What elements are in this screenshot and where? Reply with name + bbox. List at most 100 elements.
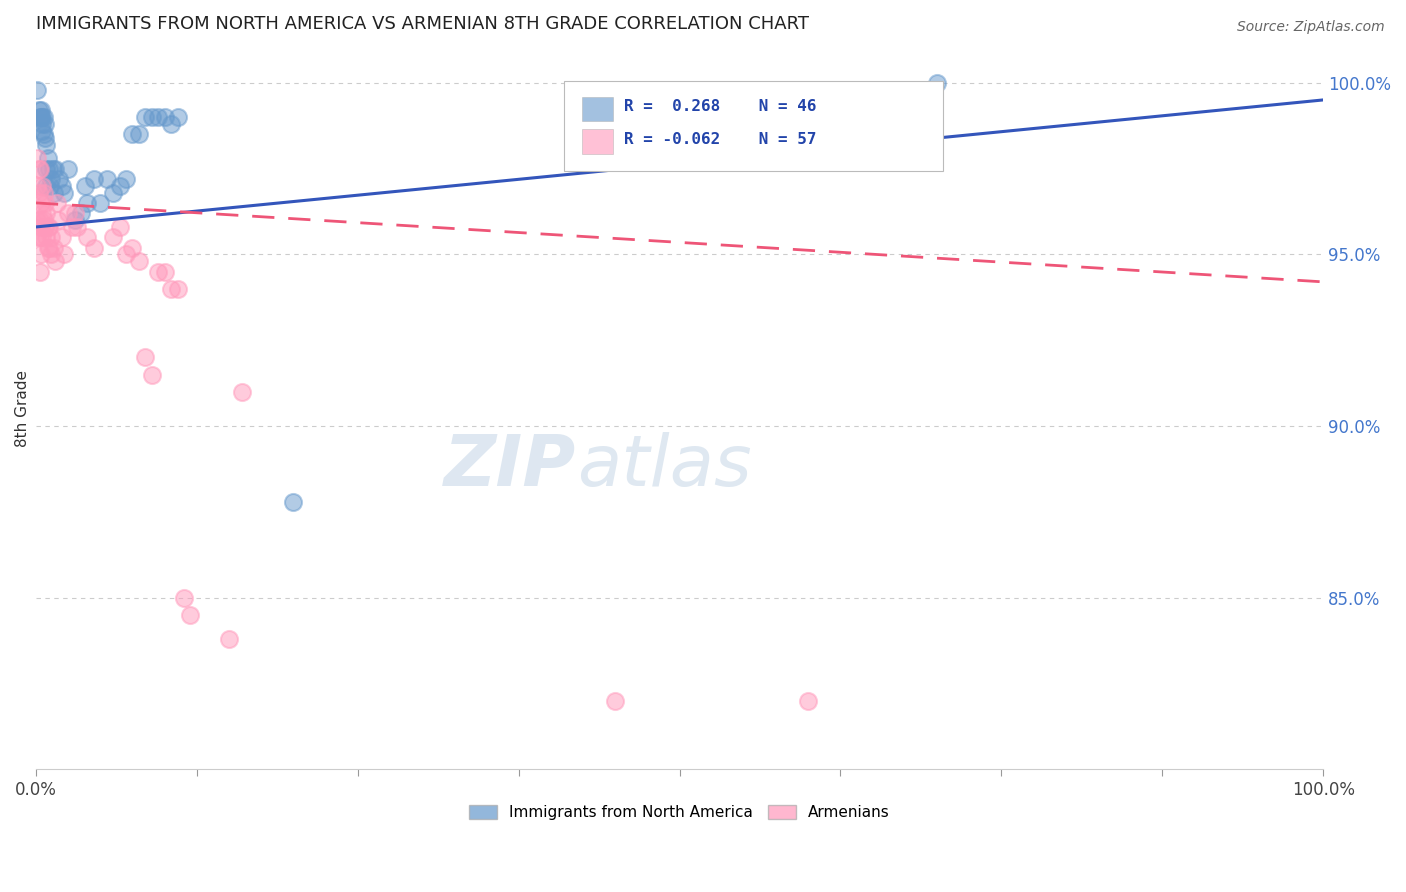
Point (31, 206, 53, 220)
Point (25, 178, 48, 193)
Point (101, 230, 124, 244)
Point (51, 230, 73, 244)
Text: atlas: atlas (576, 432, 751, 501)
Point (76, 230, 98, 244)
Point (31, 117, 53, 131)
Point (38, 219, 60, 234)
Point (121, 241, 143, 255)
Point (25, 82, 48, 96)
Point (44, 161, 66, 176)
Point (173, 591, 195, 605)
Point (31, 124, 53, 138)
Point (28, 213, 51, 227)
Point (148, 110, 170, 124)
Point (34, 219, 56, 234)
Point (63, 206, 86, 220)
Point (37, 151, 59, 165)
Point (134, 110, 156, 124)
Point (42, 241, 65, 255)
Point (166, 110, 188, 124)
Point (83, 241, 105, 255)
Point (30, 247, 52, 261)
Point (148, 264, 170, 278)
Point (32, 128, 55, 142)
Point (30, 219, 52, 234)
Point (44, 254, 66, 268)
Point (53, 247, 76, 261)
Point (925, 76, 948, 90)
Point (66, 219, 89, 234)
Point (89, 195, 111, 210)
Point (41, 161, 63, 176)
FancyBboxPatch shape (564, 81, 943, 171)
Point (56, 161, 79, 176)
Point (41, 172, 63, 186)
Y-axis label: 8th Grade: 8th Grade (15, 370, 31, 448)
Point (46, 213, 69, 227)
Point (34, 195, 56, 210)
Point (31, 230, 53, 244)
Point (121, 128, 143, 142)
Point (605, 693, 627, 707)
FancyBboxPatch shape (582, 96, 613, 121)
Point (32, 213, 55, 227)
Point (42, 186, 65, 200)
Point (45, 195, 67, 210)
Point (231, 384, 253, 399)
Point (28, 161, 51, 176)
Point (37, 241, 59, 255)
Point (38, 241, 60, 255)
Point (166, 282, 188, 296)
Point (53, 186, 76, 200)
Legend: Immigrants from North America, Armenians: Immigrants from North America, Armenians (463, 799, 896, 827)
Point (70, 206, 93, 220)
Point (141, 368, 163, 382)
Point (39, 178, 62, 193)
Point (73, 178, 96, 193)
Point (32, 186, 55, 200)
Text: R = -0.062    N = 57: R = -0.062 N = 57 (624, 133, 817, 147)
Point (128, 254, 150, 268)
Point (283, 494, 305, 508)
Point (115, 247, 138, 261)
Point (51, 178, 73, 193)
Point (160, 282, 183, 296)
Text: R =  0.268    N = 46: R = 0.268 N = 46 (624, 99, 817, 113)
FancyBboxPatch shape (582, 129, 613, 153)
Point (30, 103, 52, 118)
Point (160, 117, 183, 131)
Point (115, 172, 138, 186)
Point (35, 178, 58, 193)
Point (30, 110, 52, 124)
Point (56, 206, 79, 220)
Point (27, 161, 49, 176)
Point (35, 230, 58, 244)
Point (28, 230, 51, 244)
Point (179, 607, 201, 622)
Point (218, 632, 240, 646)
Point (35, 206, 58, 220)
Point (83, 172, 105, 186)
Point (153, 110, 176, 124)
Point (34, 130, 56, 145)
Text: IMMIGRANTS FROM NORTH AMERICA VS ARMENIAN 8TH GRADE CORRELATION CHART: IMMIGRANTS FROM NORTH AMERICA VS ARMENIA… (37, 15, 808, 33)
Point (34, 117, 56, 131)
Text: Source: ZipAtlas.com: Source: ZipAtlas.com (1237, 20, 1385, 34)
Point (35, 161, 58, 176)
Point (37, 219, 59, 234)
Text: ZIP: ZIP (444, 432, 576, 501)
Point (25, 230, 48, 244)
Point (108, 178, 131, 193)
Point (31, 178, 53, 193)
Point (38, 161, 60, 176)
Point (27, 186, 49, 200)
Point (108, 219, 131, 234)
Point (797, 693, 820, 707)
Point (41, 247, 63, 261)
Point (128, 128, 150, 142)
Point (76, 195, 98, 210)
Point (63, 213, 86, 227)
Point (60, 219, 83, 234)
Point (27, 103, 49, 118)
Point (25, 151, 48, 165)
